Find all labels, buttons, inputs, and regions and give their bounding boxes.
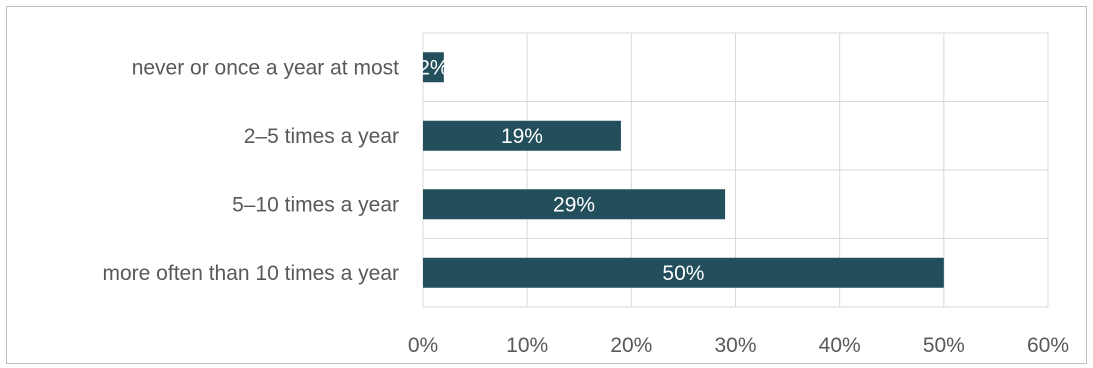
x-tick-label: 40% [819, 334, 861, 357]
category-label: never or once a year at most [132, 56, 399, 79]
category-labels: never or once a year at most 2–5 times a … [103, 56, 400, 285]
bar [423, 189, 726, 220]
data-labels: 2% 19% 29% 50% [418, 56, 704, 285]
x-tick-label: 60% [1027, 334, 1069, 357]
x-tick-label: 10% [506, 334, 548, 357]
bars [423, 52, 944, 288]
x-tick-label: 0% [408, 334, 438, 357]
bar [423, 257, 944, 288]
chart-frame [6, 6, 1087, 364]
data-label: 50% [662, 262, 704, 285]
bar [423, 52, 444, 83]
category-label: more often than 10 times a year [103, 262, 400, 285]
x-tick-label: 20% [610, 334, 652, 357]
x-tick-label: 50% [923, 334, 965, 357]
bar [423, 120, 621, 151]
x-tick-label: 30% [714, 334, 756, 357]
category-label: 2–5 times a year [244, 125, 399, 148]
x-tick-labels: 0% 10% 20% 30% 40% 50% 60% [408, 334, 1069, 357]
data-label: 29% [553, 193, 595, 216]
category-label: 5–10 times a year [232, 193, 399, 216]
data-label: 19% [501, 125, 543, 148]
data-label: 2% [418, 56, 448, 79]
